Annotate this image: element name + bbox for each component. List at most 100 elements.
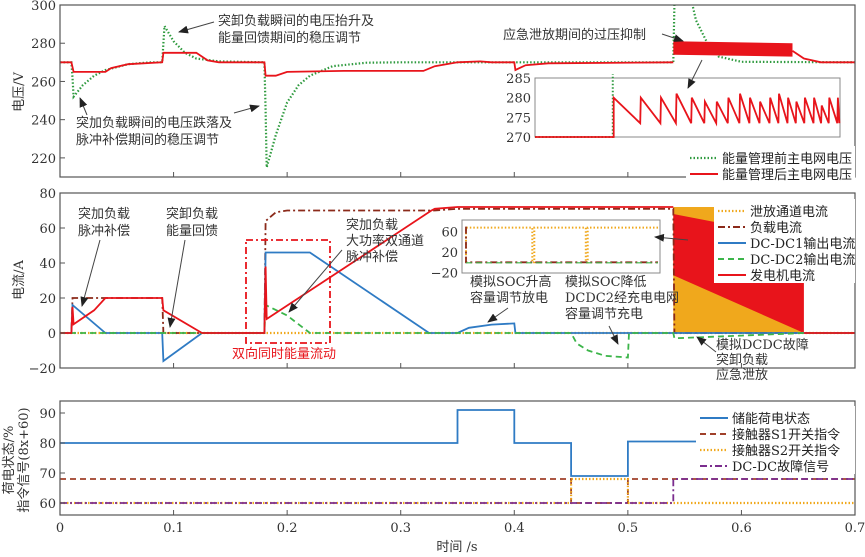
legend-label: 接触器S2开关指令 <box>732 443 840 459</box>
legend-label: DC-DC1输出电流 <box>750 236 855 252</box>
y-tick-label: 240 <box>31 114 56 129</box>
svg-text:能量回馈期间的稳压调节: 能量回馈期间的稳压调节 <box>218 30 361 46</box>
y-tick-label: 70 <box>39 467 56 482</box>
x-tick-label: 0.7 <box>845 521 865 536</box>
series-line-2 <box>60 477 855 505</box>
y-tick-label: 280 <box>31 37 56 52</box>
svg-text:大功率双通道: 大功率双通道 <box>346 233 424 249</box>
series-fill-4 <box>673 214 804 333</box>
x-tick-label: 0 <box>56 521 64 536</box>
svg-text:模拟SOC升高: 模拟SOC升高 <box>470 274 552 290</box>
svg-text:应急泄放期间的过压抑制: 应急泄放期间的过压抑制 <box>503 27 646 43</box>
inset-y-tick-label: 275 <box>506 111 531 126</box>
soc-signal-plot: 90 80 70 600 0.1 0.2 0.3 0.4 0.5 0.6 0.7 储能荷电状态接触器S… <box>39 400 865 536</box>
svg-text:DCDC2经充电电网: DCDC2经充电电网 <box>565 290 679 306</box>
inset-y-tick-label: 280 <box>506 92 531 107</box>
x-tick-label: 0.6 <box>731 521 752 536</box>
current-plot: 80 60 40 20 0 −20 泄放通道电流负载电流DC-DC1输出电流DC-DC2输出… <box>29 187 856 377</box>
legend-label: 泄放通道电流 <box>750 205 828 220</box>
svg-text:能量回馈: 能量回馈 <box>166 224 218 239</box>
y-tick-label: 0 <box>48 327 56 342</box>
current-y-label: 电流/A <box>12 260 27 300</box>
svg-text:应急泄放: 应急泄放 <box>716 367 768 383</box>
annotation-pulse-comp: 突加负载 脉冲补偿 <box>78 206 130 307</box>
x-tick-label: 0.4 <box>504 521 525 536</box>
svg-text:脉冲补偿: 脉冲补偿 <box>78 224 130 239</box>
inset-current-arrow <box>654 233 689 242</box>
y-tick-label: 90 <box>39 407 56 422</box>
series-line-0 <box>60 5 855 168</box>
legend-label: 接触器S1开关指令 <box>732 427 840 443</box>
soc-y-label-2: 指令信号(8x+60) <box>17 407 32 512</box>
y-tick-label: 20 <box>39 292 56 307</box>
svg-text:突卸负载: 突卸负载 <box>716 352 768 368</box>
inset-after-line <box>535 93 841 138</box>
x-tick-label: 0.3 <box>390 521 411 536</box>
annotation-voltage-rise: 突卸负载瞬间的电压抬升及 能量回馈期间的稳压调节 <box>178 13 374 46</box>
y-tick-label: 300 <box>31 0 56 14</box>
series-band-1 <box>673 41 793 57</box>
series-line-4 <box>60 206 674 334</box>
inset-y-tick-label: 285 <box>506 72 531 87</box>
svg-text:突加负载瞬间的电压跌落及: 突加负载瞬间的电压跌落及 <box>76 115 232 131</box>
legend-background <box>714 199 855 283</box>
annotation-dual-channel: 突加负载 大功率双通道 脉冲补偿 <box>288 217 424 313</box>
svg-text:模拟SOC降低: 模拟SOC降低 <box>565 275 647 290</box>
svg-text:容量调节充电: 容量调节充电 <box>565 306 643 322</box>
series-line-1 <box>60 51 674 77</box>
voltage-y-label: 电压/V <box>12 72 27 112</box>
svg-text:脉冲补偿期间的稳压调节: 脉冲补偿期间的稳压调节 <box>76 132 219 148</box>
svg-text:容量调节放电: 容量调节放电 <box>470 290 548 306</box>
x-tick-label: 0.5 <box>618 521 639 536</box>
annotation-soc-drop: 模拟SOC降低 DCDC2经充电电网 容量调节充电 <box>565 275 679 345</box>
y-tick-label: 60 <box>39 222 56 237</box>
y-tick-label: 80 <box>39 437 56 452</box>
y-tick-label: −20 <box>29 362 56 377</box>
annotation-bidirectional: 双向同时能量流动 <box>232 239 336 362</box>
y-tick-label: 40 <box>39 257 56 272</box>
annotation-soc-rise: 模拟SOC升高 容量调节放电 <box>470 274 552 323</box>
series-decay-1 <box>792 50 855 64</box>
inset-frame <box>534 77 841 138</box>
plot-area <box>60 409 855 505</box>
series-line-0 <box>60 409 855 477</box>
annotation-voltage-drop: 突加负载瞬间的电压跌落及 脉冲补偿期间的稳压调节 <box>76 97 260 148</box>
legend-label: 能量管理前主电网电压 <box>722 151 852 167</box>
series-line-1 <box>60 478 855 504</box>
y-tick-label: 260 <box>31 75 56 90</box>
y-tick-label: 60 <box>39 497 56 512</box>
annotation-dcdc-fault: 模拟DCDC故障 突卸负载 应急泄放 <box>696 336 809 383</box>
series-line-3 <box>60 303 855 359</box>
x-tick-label: 0.2 <box>277 521 298 536</box>
svg-text:突卸负载: 突卸负载 <box>166 206 218 222</box>
inset-drain-line <box>465 226 658 264</box>
inset-frame <box>461 219 661 274</box>
svg-text:突加负载: 突加负载 <box>78 206 130 222</box>
inset-voltage: 285 280 275 270 <box>506 72 841 146</box>
series-line-3 <box>60 478 855 504</box>
annotation-energy-feedback: 突卸负载 能量回馈 <box>166 206 218 328</box>
soc-y-label-1: 荷电状态/% <box>2 426 17 495</box>
plot-area <box>60 5 855 168</box>
svg-text:模拟DCDC故障: 模拟DCDC故障 <box>716 338 809 353</box>
inset-y-tick-label: 270 <box>506 131 531 146</box>
inset-y-tick-label: 20 <box>441 246 458 261</box>
series-line-2 <box>60 251 855 363</box>
legend-label: DC-DC故障信号 <box>732 460 829 475</box>
annotation-overvoltage: 应急泄放期间的过压抑制 <box>503 27 703 89</box>
inset-current: 60 20 −20 <box>431 219 661 281</box>
svg-text:双向同时能量流动: 双向同时能量流动 <box>232 346 336 362</box>
svg-text:脉冲补偿: 脉冲补偿 <box>346 250 398 265</box>
svg-text:突卸负载瞬间的电压抬升及: 突卸负载瞬间的电压抬升及 <box>218 13 374 29</box>
svg-text:突加负载: 突加负载 <box>346 217 398 233</box>
inset-y-tick-label: −20 <box>431 266 458 281</box>
legend-label: 负载电流 <box>750 221 802 236</box>
inset-y-tick-label: 60 <box>441 226 458 241</box>
y-tick-label: 80 <box>39 187 56 202</box>
legend-label: DC-DC2输出电流 <box>750 252 855 268</box>
legend-label: 发电机电流 <box>750 268 815 284</box>
x-tick-label: 0.1 <box>163 521 184 536</box>
legend-label: 储能荷电状态 <box>732 412 810 427</box>
axes-frame <box>59 4 856 178</box>
